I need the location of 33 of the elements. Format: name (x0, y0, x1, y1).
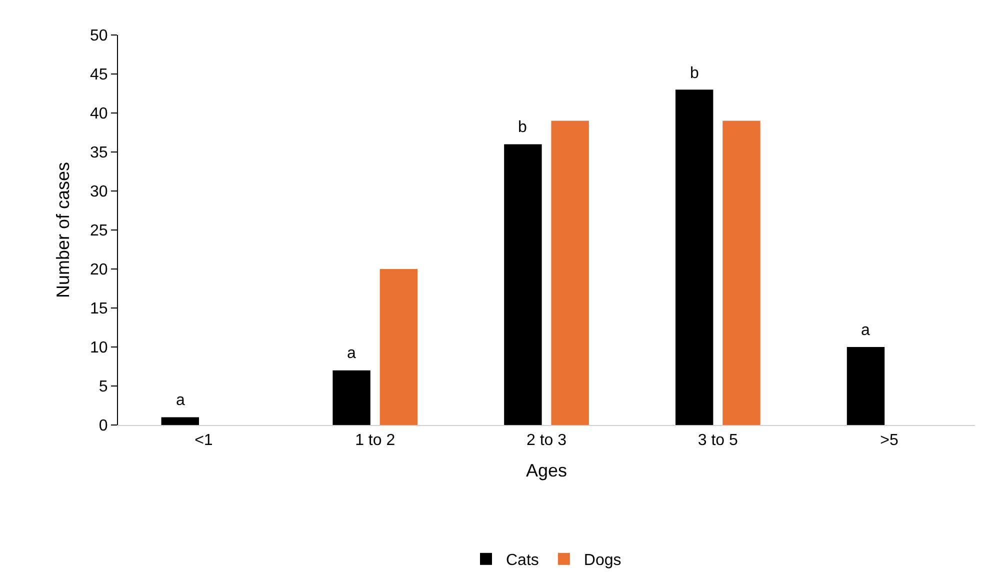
y-tick-label: 0 (98, 418, 108, 435)
bar (722, 120, 760, 425)
y-tick-label: 5 (98, 378, 108, 396)
legend-label: Cats (506, 552, 539, 570)
legend-label: Dogs (584, 552, 622, 570)
x-tick-label: <1 (194, 432, 213, 450)
y-tick-label: 20 (90, 262, 108, 279)
bar (161, 417, 199, 425)
annotation: b (690, 65, 699, 82)
x-tick-label: 3 to 5 (698, 432, 738, 450)
y-tick-label: 50 (90, 28, 108, 45)
y-tick-label: 35 (90, 144, 108, 162)
y-tick-label: 10 (90, 340, 108, 357)
annotation: a (176, 392, 185, 409)
x-tick-label: 2 to 3 (526, 432, 567, 450)
annotation: b (518, 119, 527, 136)
bar (846, 347, 885, 425)
y-tick-label: 15 (90, 300, 108, 318)
bar (551, 120, 589, 425)
bar (504, 144, 542, 425)
y-tick-label: 40 (90, 106, 108, 123)
y-axis-title: Number of cases (53, 162, 74, 298)
y-tick-label: 25 (90, 222, 108, 240)
x-axis-title: Ages (526, 460, 568, 480)
x-tick-label: >5 (880, 432, 899, 450)
annotation: a (861, 322, 870, 339)
bar (675, 90, 714, 425)
y-tick-label: 45 (90, 66, 108, 84)
bar (380, 269, 418, 425)
x-tick-label: 1 to 2 (355, 432, 396, 450)
bar (332, 370, 370, 425)
y-tick-label: 30 (90, 184, 108, 201)
annotation: a (347, 345, 356, 362)
